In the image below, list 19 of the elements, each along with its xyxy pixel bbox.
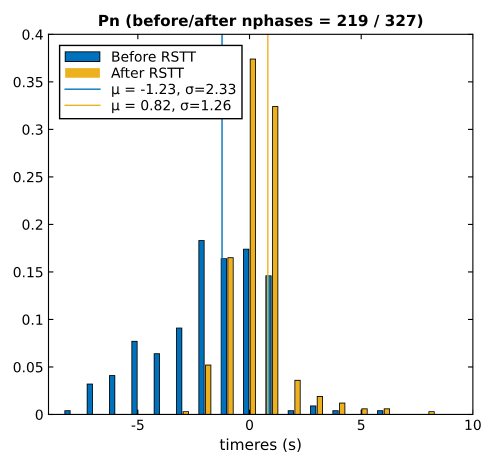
legend-label: After RSTT xyxy=(111,67,184,78)
y-tick-label: 0.2 xyxy=(22,219,42,230)
y-tick-label: 0.1 xyxy=(22,314,42,325)
y-tick-label: 0.25 xyxy=(14,172,42,182)
ref-line-label: μ = 0.82, σ=1.26 xyxy=(112,100,231,114)
x-tick-label: 5 xyxy=(358,420,364,430)
y-tick-label: 0.05 xyxy=(14,362,42,372)
x-tick-label: 10 xyxy=(466,420,481,430)
chart-title: Pn (before/after nphases = 219 / 327) xyxy=(99,14,422,30)
y-tick-label: 0.15 xyxy=(14,266,42,278)
y-tick-label: 0.3 xyxy=(22,124,43,135)
x-axis-title: timeres (s) xyxy=(220,438,301,452)
x-tick-label: 0 xyxy=(246,420,254,430)
y-tick-label: 0 xyxy=(36,409,43,420)
x-tick-label: -5 xyxy=(132,420,144,430)
y-tick-label: 0.35 xyxy=(14,76,42,88)
ref-line-label: μ = -1.23, σ=2.33 xyxy=(112,84,236,97)
y-tick-label: 0.4 xyxy=(22,29,43,40)
legend-label: Before RSTT xyxy=(112,51,196,62)
